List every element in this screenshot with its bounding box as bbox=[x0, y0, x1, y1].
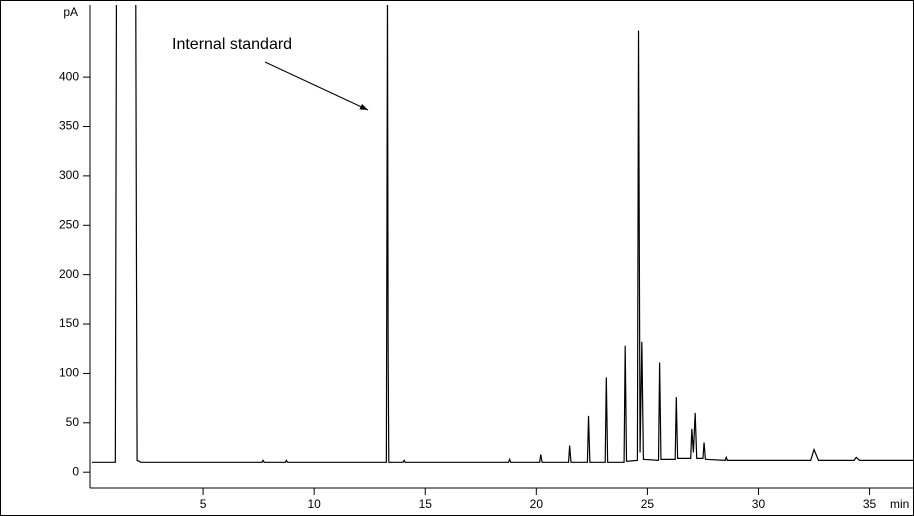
x-unit: min bbox=[890, 497, 909, 511]
x-tick-label: 30 bbox=[752, 497, 766, 511]
x-tick-label: 35 bbox=[863, 497, 877, 511]
x-tick-label: 15 bbox=[419, 497, 433, 511]
y-tick-label: 250 bbox=[59, 217, 79, 231]
y-unit: pA bbox=[63, 5, 78, 19]
x-tick-label: 25 bbox=[641, 497, 655, 511]
trace bbox=[92, 5, 914, 463]
annotation: Internal standard bbox=[172, 36, 292, 53]
y-tick-label: 400 bbox=[59, 69, 79, 83]
y-tick-label: 300 bbox=[59, 168, 79, 182]
y-tick-label: 0 bbox=[72, 464, 79, 478]
x-tick-label: 5 bbox=[200, 497, 207, 511]
y-tick-label: 100 bbox=[59, 366, 79, 380]
y-tick-label: 50 bbox=[66, 415, 80, 429]
x-tick-label: 20 bbox=[530, 497, 544, 511]
annotation-arrow bbox=[264, 61, 369, 111]
y-tick-label: 350 bbox=[59, 119, 79, 133]
y-tick-label: 200 bbox=[59, 267, 79, 281]
x-tick-label: 10 bbox=[307, 497, 321, 511]
y-tick-label: 150 bbox=[59, 316, 79, 330]
